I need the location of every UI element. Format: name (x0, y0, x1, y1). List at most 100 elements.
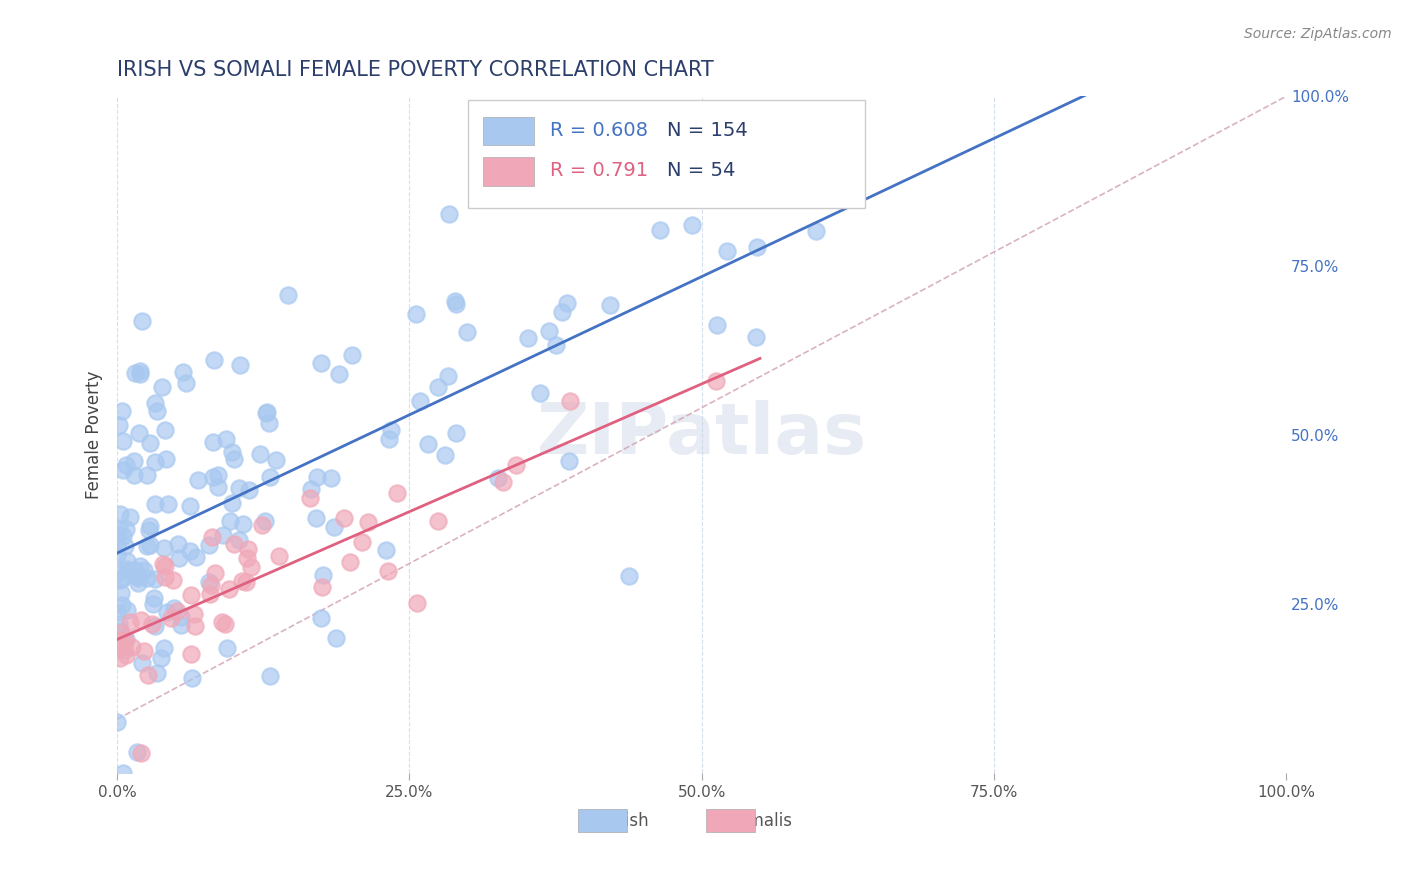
Point (132, 644, 155, 658)
Point (377, 565, 399, 579)
Point (228, 533, 250, 548)
Point (385, 485, 408, 500)
FancyBboxPatch shape (706, 808, 755, 831)
FancyBboxPatch shape (484, 117, 534, 145)
Point (235, 551, 257, 566)
Point (166, 537, 188, 551)
Point (112, 434, 135, 448)
Point (321, 471, 343, 485)
Point (114, 632, 136, 647)
Point (142, 591, 165, 605)
Point (198, 538, 221, 552)
Point (222, 537, 245, 551)
Point (115, 603, 138, 617)
Point (111, 766, 134, 780)
Point (155, 570, 177, 584)
Point (105, 566, 128, 581)
Point (156, 497, 179, 511)
Point (124, 563, 146, 577)
Point (309, 611, 332, 625)
Point (215, 432, 238, 446)
Point (505, 458, 527, 473)
Point (155, 451, 177, 466)
Point (120, 615, 142, 630)
Point (150, 380, 173, 394)
Point (202, 435, 225, 450)
Point (222, 452, 245, 467)
Point (172, 365, 194, 379)
Point (115, 458, 138, 472)
Point (648, 222, 671, 236)
Point (264, 453, 287, 467)
Text: R = 0.791: R = 0.791 (550, 161, 648, 180)
Point (131, 613, 153, 627)
Point (110, 626, 132, 640)
Point (139, 538, 162, 552)
Point (406, 596, 429, 610)
Point (112, 643, 135, 657)
Point (111, 528, 134, 542)
Point (174, 376, 197, 391)
Point (427, 380, 450, 394)
Point (111, 598, 134, 612)
FancyBboxPatch shape (578, 808, 627, 831)
Point (143, 572, 166, 586)
Point (218, 514, 240, 528)
Point (180, 647, 202, 661)
Point (131, 746, 153, 760)
Point (236, 541, 259, 556)
Point (202, 353, 225, 368)
Point (221, 496, 243, 510)
Point (492, 475, 515, 490)
Point (211, 527, 233, 541)
Point (232, 516, 254, 531)
Point (328, 367, 350, 381)
Point (131, 313, 153, 327)
Point (250, 517, 273, 532)
Point (681, 218, 703, 232)
Point (342, 348, 364, 362)
Point (339, 555, 361, 569)
Point (162, 573, 184, 587)
Text: R = 0.608: R = 0.608 (550, 120, 648, 140)
Point (122, 467, 145, 482)
Point (105, 605, 128, 619)
Point (136, 667, 159, 681)
Text: Irish: Irish (613, 812, 650, 830)
Point (141, 617, 163, 632)
Point (416, 437, 439, 451)
Point (127, 571, 149, 585)
Point (187, 473, 209, 487)
Point (128, 558, 150, 573)
Point (108, 632, 131, 647)
Point (156, 606, 179, 620)
Point (128, 364, 150, 378)
Point (350, 535, 373, 549)
Point (544, 338, 567, 352)
Text: Source: ZipAtlas.com: Source: ZipAtlas.com (1244, 27, 1392, 41)
Point (153, 541, 176, 555)
FancyBboxPatch shape (484, 157, 534, 186)
Point (204, 566, 226, 580)
Point (357, 515, 380, 529)
Point (617, 568, 640, 582)
Point (312, 567, 335, 582)
Point (136, 571, 159, 585)
Point (437, 207, 460, 221)
Point (333, 511, 356, 525)
Point (127, 576, 149, 591)
Point (427, 514, 450, 528)
Point (307, 470, 329, 484)
Point (228, 481, 250, 495)
Point (110, 586, 132, 600)
Point (299, 491, 322, 505)
Point (599, 298, 621, 312)
Point (551, 304, 574, 318)
Point (257, 416, 280, 430)
Point (143, 619, 166, 633)
Point (166, 603, 188, 617)
Text: ZIPatlas: ZIPatlas (537, 401, 866, 469)
Point (436, 369, 458, 384)
Point (408, 394, 430, 409)
Point (747, 240, 769, 254)
